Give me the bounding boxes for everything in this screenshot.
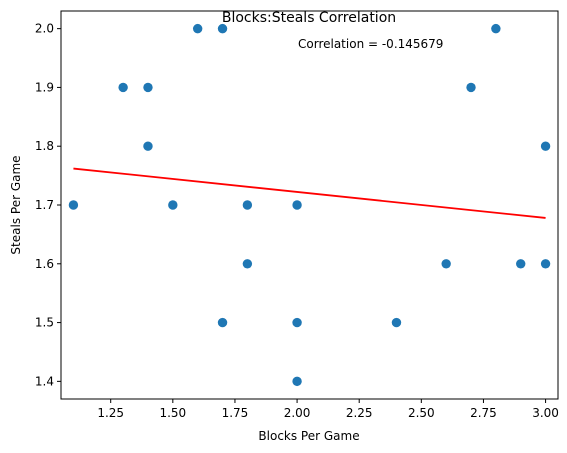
x-tick-label: 2.50: [408, 406, 435, 420]
data-point: [466, 82, 476, 93]
data-point: [168, 200, 178, 210]
y-tick-label: 2.0: [35, 22, 54, 36]
x-tick-label: 3.00: [532, 406, 559, 420]
x-tick-label: 2.75: [470, 406, 497, 420]
x-axis-label: Blocks Per Game: [258, 429, 359, 443]
data-point: [192, 23, 203, 34]
data-point: [540, 141, 551, 151]
x-axis: 1.25 1.50 1.75 2.00 2.25 2.50 2.75 3.00: [97, 399, 559, 420]
data-point: [143, 82, 153, 93]
y-tick-label: 1.4: [35, 374, 54, 388]
data-point: [516, 259, 526, 269]
data-point: [491, 23, 501, 34]
y-axis: 1.4 1.5 1.6 1.7 1.8 1.9 2.0: [35, 22, 61, 388]
plot-area: [68, 23, 551, 387]
y-tick-label: 1.5: [35, 316, 54, 330]
data-point: [242, 200, 253, 210]
data-point: [118, 82, 128, 93]
data-point: [292, 200, 302, 210]
correlation-annotation: Correlation = -0.145679: [298, 37, 443, 51]
data-point: [217, 23, 228, 34]
plot-frame: [60, 10, 559, 400]
data-point: [540, 259, 551, 269]
data-point: [441, 259, 451, 269]
y-axis-label: Steals Per Game: [9, 155, 23, 254]
x-tick-label: 2.00: [284, 406, 311, 420]
x-tick-label: 2.25: [346, 406, 373, 420]
data-point: [143, 141, 153, 151]
chart-title: Blocks:Steals Correlation: [222, 10, 396, 26]
data-point: [242, 259, 253, 269]
data-point: [292, 317, 302, 328]
data-point: [217, 317, 228, 328]
y-tick-label: 1.6: [35, 257, 54, 271]
y-tick-label: 1.9: [35, 80, 54, 94]
data-point: [68, 200, 79, 210]
trend-line: [73, 167, 546, 219]
x-tick-label: 1.50: [159, 406, 186, 420]
y-tick-label: 1.7: [35, 198, 54, 212]
x-tick-label: 1.75: [222, 406, 249, 420]
data-point: [292, 376, 302, 387]
y-tick-label: 1.8: [35, 139, 54, 153]
data-point: [391, 317, 402, 328]
x-tick-label: 1.25: [97, 406, 124, 420]
